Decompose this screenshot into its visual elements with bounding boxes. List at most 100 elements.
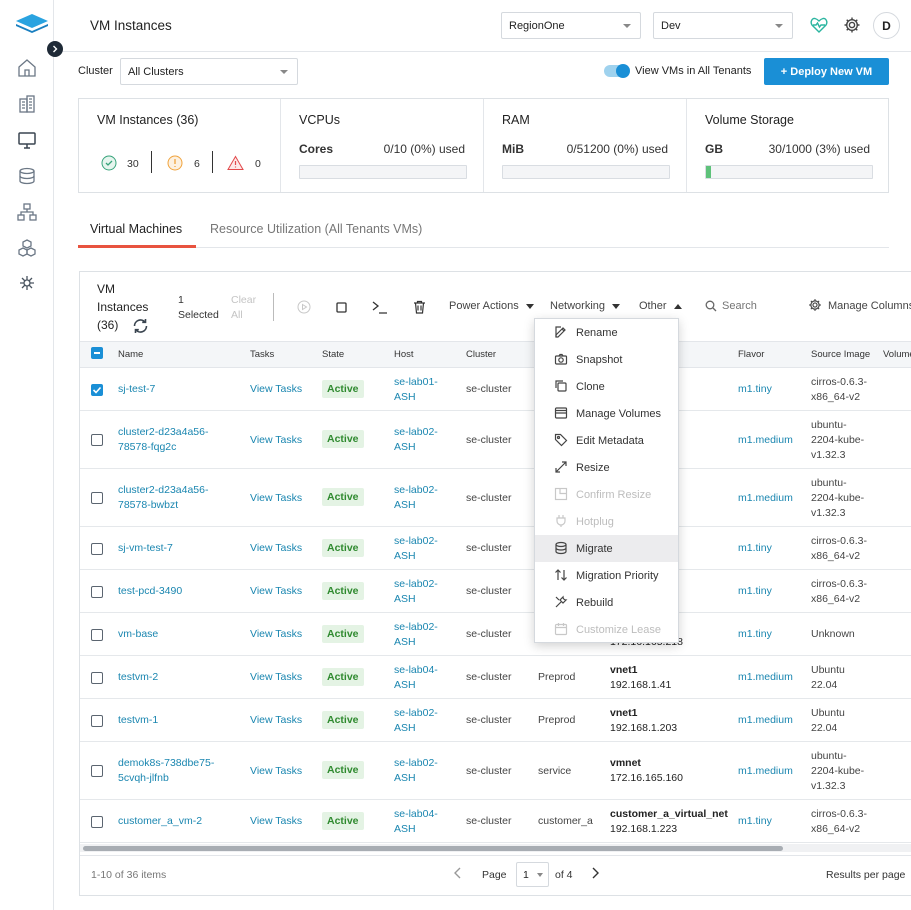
tab-resource-utilization[interactable]: Resource Utilization (All Tenants VMs)	[210, 222, 423, 236]
menu-item-edit-metadata[interactable]: Edit Metadata	[535, 427, 678, 454]
flavor-link[interactable]: m1.tiny	[738, 628, 772, 640]
vm-name-link[interactable]: testvm-1	[118, 713, 158, 728]
flavor-link[interactable]: m1.tiny	[738, 383, 772, 395]
monitor-icon[interactable]	[16, 129, 38, 151]
trash-icon[interactable]	[413, 300, 426, 314]
row-checkbox[interactable]	[91, 585, 103, 598]
view-tasks-link[interactable]: View Tasks	[250, 383, 303, 395]
flavor-link[interactable]: m1.medium	[738, 714, 793, 726]
network-icon[interactable]	[16, 201, 38, 223]
col-volume[interactable]: Volume	[883, 349, 911, 360]
view-tasks-link[interactable]: View Tasks	[250, 433, 303, 446]
host-link[interactable]: se-lab02- ASH	[394, 577, 438, 607]
manage-columns-button[interactable]: Manage Columns	[828, 300, 911, 312]
flavor-link[interactable]: m1.tiny	[738, 585, 772, 597]
menu-item-rename[interactable]: Rename	[535, 319, 678, 346]
host-link[interactable]: se-lab04- ASH	[394, 807, 438, 837]
flavor-link[interactable]: m1.tiny	[738, 815, 772, 827]
vm-name-link[interactable]: customer_a_vm-2	[118, 814, 202, 829]
menu-item-migrate[interactable]: Migrate	[535, 535, 678, 562]
flavor-link[interactable]: m1.tiny	[738, 542, 772, 554]
gear-icon[interactable]	[843, 16, 861, 34]
host-link[interactable]: se-lab02- ASH	[394, 620, 438, 650]
view-tasks-link[interactable]: View Tasks	[250, 628, 303, 640]
menu-item-migration-priority[interactable]: Migration Priority	[535, 562, 678, 589]
vm-name-link[interactable]: demok8s-738dbe75- 5cvqh-jlfnb	[118, 756, 214, 786]
host-link[interactable]: se-lab01- ASH	[394, 375, 438, 405]
power-actions-menu[interactable]: Power Actions	[449, 300, 534, 312]
sidebar-collapse-button[interactable]	[47, 41, 63, 57]
menu-item-manage-volumes[interactable]: Manage Volumes	[535, 400, 678, 427]
vm-name-link[interactable]: sj-vm-test-7	[118, 541, 173, 556]
flavor-link[interactable]: m1.medium	[738, 491, 793, 504]
other-menu[interactable]: Other	[639, 300, 682, 312]
scrollbar-thumb[interactable]	[83, 846, 783, 851]
table-row[interactable]	[80, 411, 911, 469]
table-row[interactable]	[80, 800, 911, 843]
table-row[interactable]	[80, 742, 911, 800]
storage-icon[interactable]	[16, 165, 38, 187]
view-tasks-link[interactable]: View Tasks	[250, 815, 303, 827]
view-tasks-link[interactable]: View Tasks	[250, 491, 303, 504]
vm-name-link[interactable]: sj-test-7	[118, 382, 155, 397]
menu-item-rebuild[interactable]: Rebuild	[535, 589, 678, 616]
row-checkbox[interactable]	[91, 628, 103, 641]
all-tenants-toggle[interactable]	[604, 64, 630, 78]
row-checkbox[interactable]	[91, 671, 103, 684]
table-row[interactable]	[80, 368, 911, 411]
stop-icon[interactable]	[336, 302, 347, 313]
host-link[interactable]: se-lab04- ASH	[394, 663, 438, 693]
vm-name-link[interactable]: vm-base	[118, 627, 158, 642]
table-row[interactable]	[80, 570, 911, 613]
vm-name-link[interactable]: cluster2-d23a4a56- 78578-fqg2c	[118, 425, 208, 455]
cluster-select[interactable]: All Clusters	[120, 58, 298, 85]
tenant-select[interactable]: Dev	[653, 12, 793, 39]
flavor-link[interactable]: m1.medium	[738, 433, 793, 446]
host-link[interactable]: se-lab02- ASH	[394, 706, 438, 736]
cubes-icon[interactable]	[16, 237, 38, 259]
flavor-link[interactable]: m1.medium	[738, 671, 793, 683]
row-checkbox[interactable]	[91, 815, 103, 828]
host-link[interactable]: se-lab02- ASH	[394, 425, 438, 455]
deploy-new-vm-button[interactable]: + Deploy New VM	[764, 58, 889, 85]
chevron-left-icon[interactable]	[453, 867, 463, 879]
row-checkbox[interactable]	[91, 434, 103, 446]
table-row[interactable]	[80, 613, 911, 656]
select-all-checkbox[interactable]	[91, 347, 103, 359]
col-cluster[interactable]: Cluster	[466, 349, 497, 360]
view-tasks-link[interactable]: View Tasks	[250, 585, 303, 597]
page-select[interactable]: 1	[516, 862, 549, 887]
table-row[interactable]	[80, 699, 911, 742]
col-state[interactable]: State	[322, 349, 345, 360]
home-icon[interactable]	[16, 57, 38, 79]
chevron-right-icon[interactable]	[590, 867, 600, 879]
menu-item-resize[interactable]: Resize	[535, 454, 678, 481]
view-tasks-link[interactable]: View Tasks	[250, 542, 303, 554]
play-icon[interactable]	[297, 300, 311, 314]
refresh-icon[interactable]	[132, 318, 149, 334]
col-flavor[interactable]: Flavor	[738, 349, 765, 360]
networking-menu[interactable]: Networking	[550, 300, 621, 312]
menu-item-snapshot[interactable]: Snapshot	[535, 346, 678, 373]
row-checkbox[interactable]	[91, 383, 103, 396]
vm-name-link[interactable]: testvm-2	[118, 670, 158, 685]
row-checkbox[interactable]	[91, 492, 103, 504]
row-checkbox[interactable]	[91, 714, 103, 727]
view-tasks-link[interactable]: View Tasks	[250, 671, 303, 683]
search-input[interactable]	[722, 296, 792, 316]
clear-all-button[interactable]: Clear All	[231, 293, 256, 323]
col-source-image[interactable]: Source Image	[811, 349, 871, 360]
region-select[interactable]: RegionOne	[501, 12, 641, 39]
vm-name-link[interactable]: test-pcd-3490	[118, 584, 182, 599]
col-host[interactable]: Host	[394, 349, 414, 360]
kubernetes-icon[interactable]	[16, 272, 38, 294]
flavor-link[interactable]: m1.medium	[738, 764, 793, 777]
table-row[interactable]	[80, 527, 911, 570]
vm-name-link[interactable]: cluster2-d23a4a56- 78578-bwbzt	[118, 483, 208, 513]
view-tasks-link[interactable]: View Tasks	[250, 764, 303, 777]
table-row[interactable]	[80, 469, 911, 527]
buildings-icon[interactable]	[16, 93, 38, 115]
host-link[interactable]: se-lab02- ASH	[394, 756, 438, 786]
table-row[interactable]	[80, 656, 911, 699]
tab-virtual-machines[interactable]: Virtual Machines	[90, 222, 183, 236]
